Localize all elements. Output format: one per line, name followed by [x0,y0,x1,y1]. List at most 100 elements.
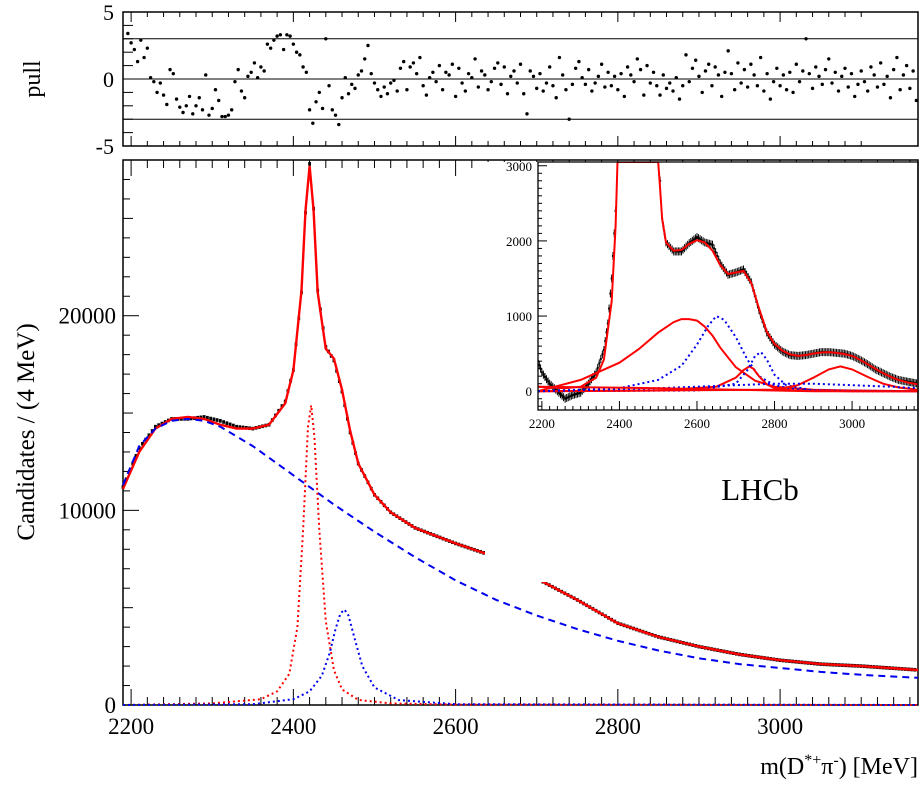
pull-point [210,106,214,111]
inset-ytick-label: 2000 [506,234,532,249]
pull-point [898,88,902,92]
pull-point [246,74,250,79]
pull-point [745,85,750,89]
inset-data-point [576,392,579,395]
pull-point [499,82,503,87]
pull-point [372,81,377,85]
inset-data-point [717,258,720,261]
pull-point [804,37,808,41]
pull-point [801,69,805,73]
pull-point [674,75,678,80]
pull-point [655,84,659,88]
inset-data-point [543,375,546,378]
inset-ticks: 2200 2400 2600 2800 3000 0 1000 2000 3000 [506,159,915,431]
pull-point [204,73,208,77]
pull-point [726,49,730,53]
inset-data-point [709,243,712,246]
pull-point [781,73,786,77]
pull-ticks: 5 0 -5 [96,0,862,159]
inset-data-point [598,362,601,365]
pull-point [505,92,510,96]
inset-data-point [545,378,548,381]
pull-point [648,81,652,85]
pull-point [541,89,545,93]
pull-point [710,84,714,88]
pull-point [684,53,688,57]
pull-point [869,65,873,69]
main-data-point [235,424,238,429]
pull-point [145,46,150,50]
pull-point [165,102,169,107]
inset-data-point [689,240,692,243]
main-data-point [215,418,219,422]
pull-ytick-label: 5 [103,0,114,25]
inset-data-point [675,250,678,253]
pull-point [707,62,711,66]
pull-point [343,75,347,80]
pull-point [285,33,289,37]
pull-point [197,96,201,100]
pull-point [421,84,425,88]
pull-point [810,86,815,91]
main-data-point [131,461,135,466]
main-data-point [212,417,216,422]
main-xtick-label: 2400 [270,714,316,739]
main-data-point [308,162,311,166]
main-data-point [134,454,138,458]
main-ytick-label: 20000 [59,304,117,329]
pull-point [450,62,455,66]
pull-reference-lines [123,38,918,120]
pull-point [758,55,763,60]
main-data-point [209,416,213,421]
pull-point [330,108,334,112]
lhcb-label: LHCb [721,472,799,507]
pull-point [522,92,526,96]
pull-point [356,73,360,77]
pull-point [314,100,318,104]
pull-point [249,70,253,75]
pull-point [525,112,529,116]
pull-point [836,89,841,93]
pull-point [427,75,432,80]
inset-data-point [592,375,595,378]
pull-point [178,105,182,109]
inset-data-point [590,378,593,381]
pull-point [317,90,322,95]
pull-point [460,81,464,85]
pull-points [126,31,919,127]
pull-point [424,93,429,97]
inset-xtick-label: 2400 [606,416,632,431]
inset-data-point [559,393,562,396]
pull-point [677,97,682,101]
pull-point [849,71,854,76]
pull-point [236,67,240,72]
pull-point [697,74,701,79]
pull-point [671,89,675,93]
pull-point [379,94,383,99]
inset-data-point [547,380,550,383]
pull-point [392,78,396,83]
pull-point [466,71,471,76]
main-background-curve [122,417,919,679]
inset-ytick-label: 3000 [506,159,532,174]
pull-point [411,61,416,65]
pull-point [230,108,234,112]
pull-point [820,82,824,87]
main-data-point [222,420,225,424]
pull-point [194,104,198,108]
inset-data-point [714,251,717,254]
pull-point [882,82,886,87]
pull-point [749,62,753,66]
inset-frame [537,161,919,411]
inset-data-point [578,392,581,395]
pull-point [363,57,367,61]
pull-point [791,90,795,95]
pull-point [866,89,870,93]
pull-point [590,89,594,93]
pull-point [272,38,276,42]
pull-point [453,94,458,99]
inset-data-point [599,357,602,360]
pull-point [395,89,399,93]
pull-point [690,66,695,70]
pull-point [765,71,769,76]
